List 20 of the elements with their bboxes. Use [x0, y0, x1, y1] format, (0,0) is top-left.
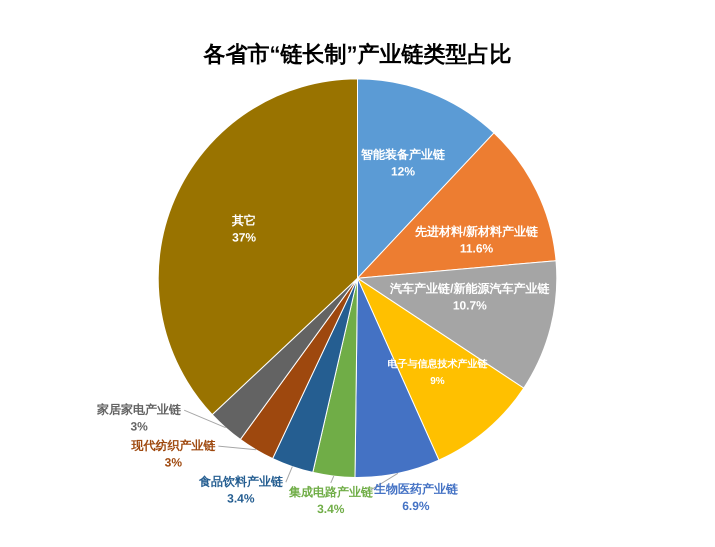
data-label: 12% [390, 164, 416, 179]
slice-label: 集成电路产业链 [288, 485, 374, 500]
data-label: 3% [130, 419, 148, 434]
chart-title: 各省市“链长制”产业链类型占比 [202, 41, 512, 66]
data-label: 3.4% [227, 491, 255, 506]
data-label: 37% [232, 230, 256, 244]
slice-label: 汽车产业链/新能源汽车产业链 [389, 282, 550, 296]
data-label: 9% [430, 376, 445, 388]
data-label: 6.9% [402, 499, 430, 514]
slice-label: 家居家电产业链 [96, 402, 182, 416]
slice-label: 其它 [231, 213, 256, 228]
slice-label: 智能装备产业链 [360, 148, 446, 162]
slice-label: 食品饮料产业链 [198, 474, 284, 488]
data-label: 11.6% [460, 242, 494, 256]
slice-label: 生物医药产业链 [372, 482, 459, 496]
slice-label: 先进材料/新材料产业链 [414, 224, 540, 239]
data-label: 10.7% [452, 298, 488, 313]
slice-label: 现代纺织产业链 [130, 438, 216, 452]
data-label: 3% [164, 455, 182, 470]
data-label: 3.4% [317, 502, 345, 516]
